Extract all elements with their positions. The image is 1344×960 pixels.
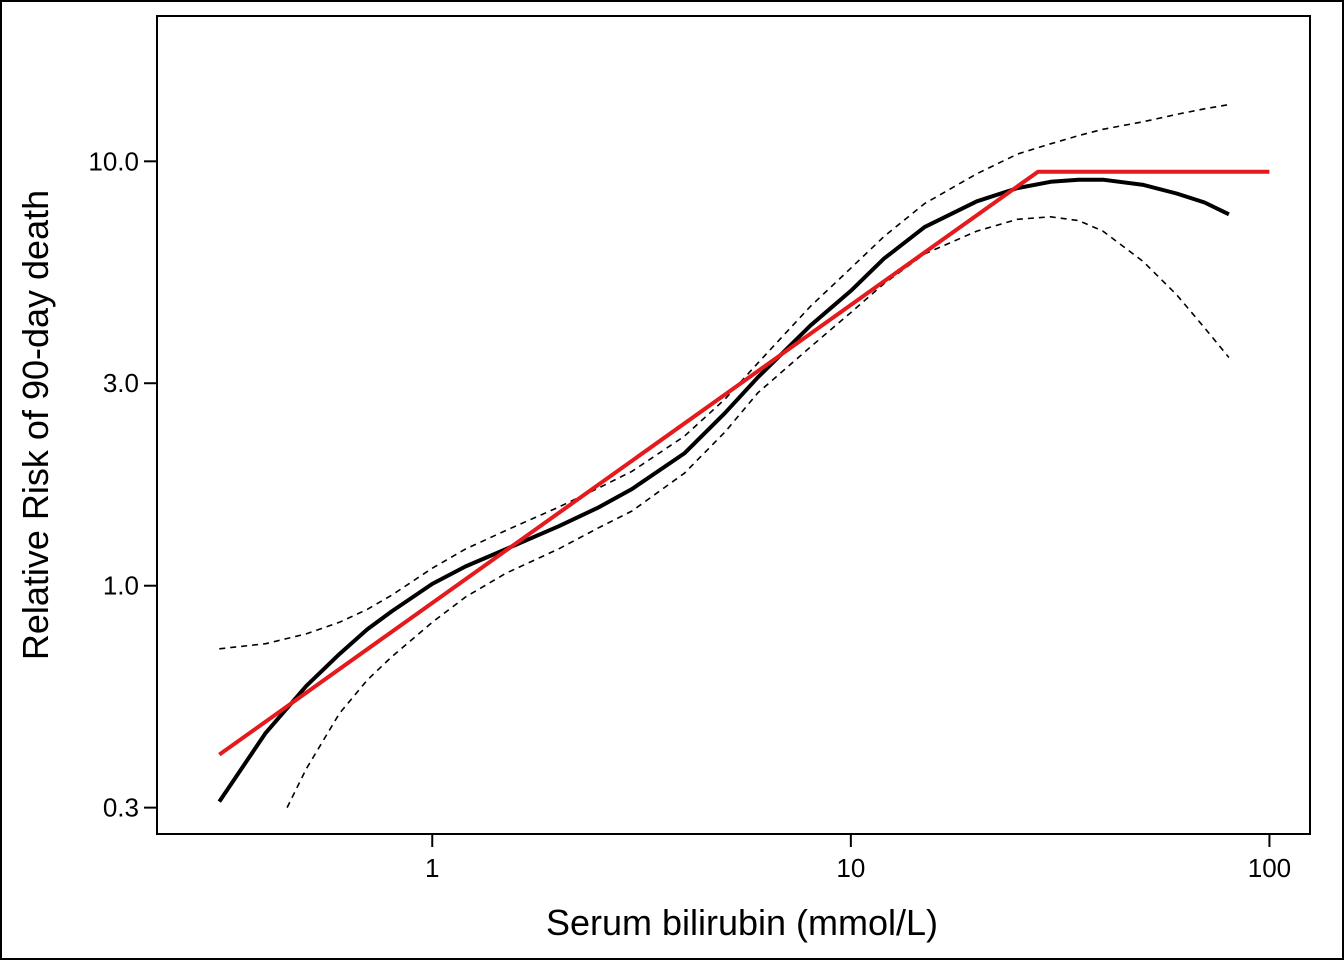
y-tick-label: 3.0 bbox=[103, 368, 139, 398]
y-tick-label: 10.0 bbox=[88, 146, 139, 176]
series-layer bbox=[217, 103, 1270, 808]
y-axis-title: Relative Risk of 90-day death bbox=[15, 190, 56, 660]
piecewise-fit-line bbox=[218, 169, 1270, 757]
confidence-band-line bbox=[286, 216, 1230, 808]
x-axis: 1 10 100 bbox=[425, 834, 1291, 883]
spline-fit-line bbox=[217, 177, 1230, 803]
x-tick-label: 100 bbox=[1248, 853, 1291, 883]
y-tick-label: 1.0 bbox=[103, 571, 139, 601]
y-tick-label: 0.3 bbox=[103, 793, 139, 823]
y-axis: 0.3 1.0 3.0 10.0 bbox=[88, 146, 157, 823]
x-tick-label: 1 bbox=[425, 853, 439, 883]
plot-frame bbox=[156, 15, 1311, 835]
x-axis-title: Serum bilirubin (mmol/L) bbox=[546, 902, 938, 943]
x-tick-label: 10 bbox=[836, 853, 865, 883]
